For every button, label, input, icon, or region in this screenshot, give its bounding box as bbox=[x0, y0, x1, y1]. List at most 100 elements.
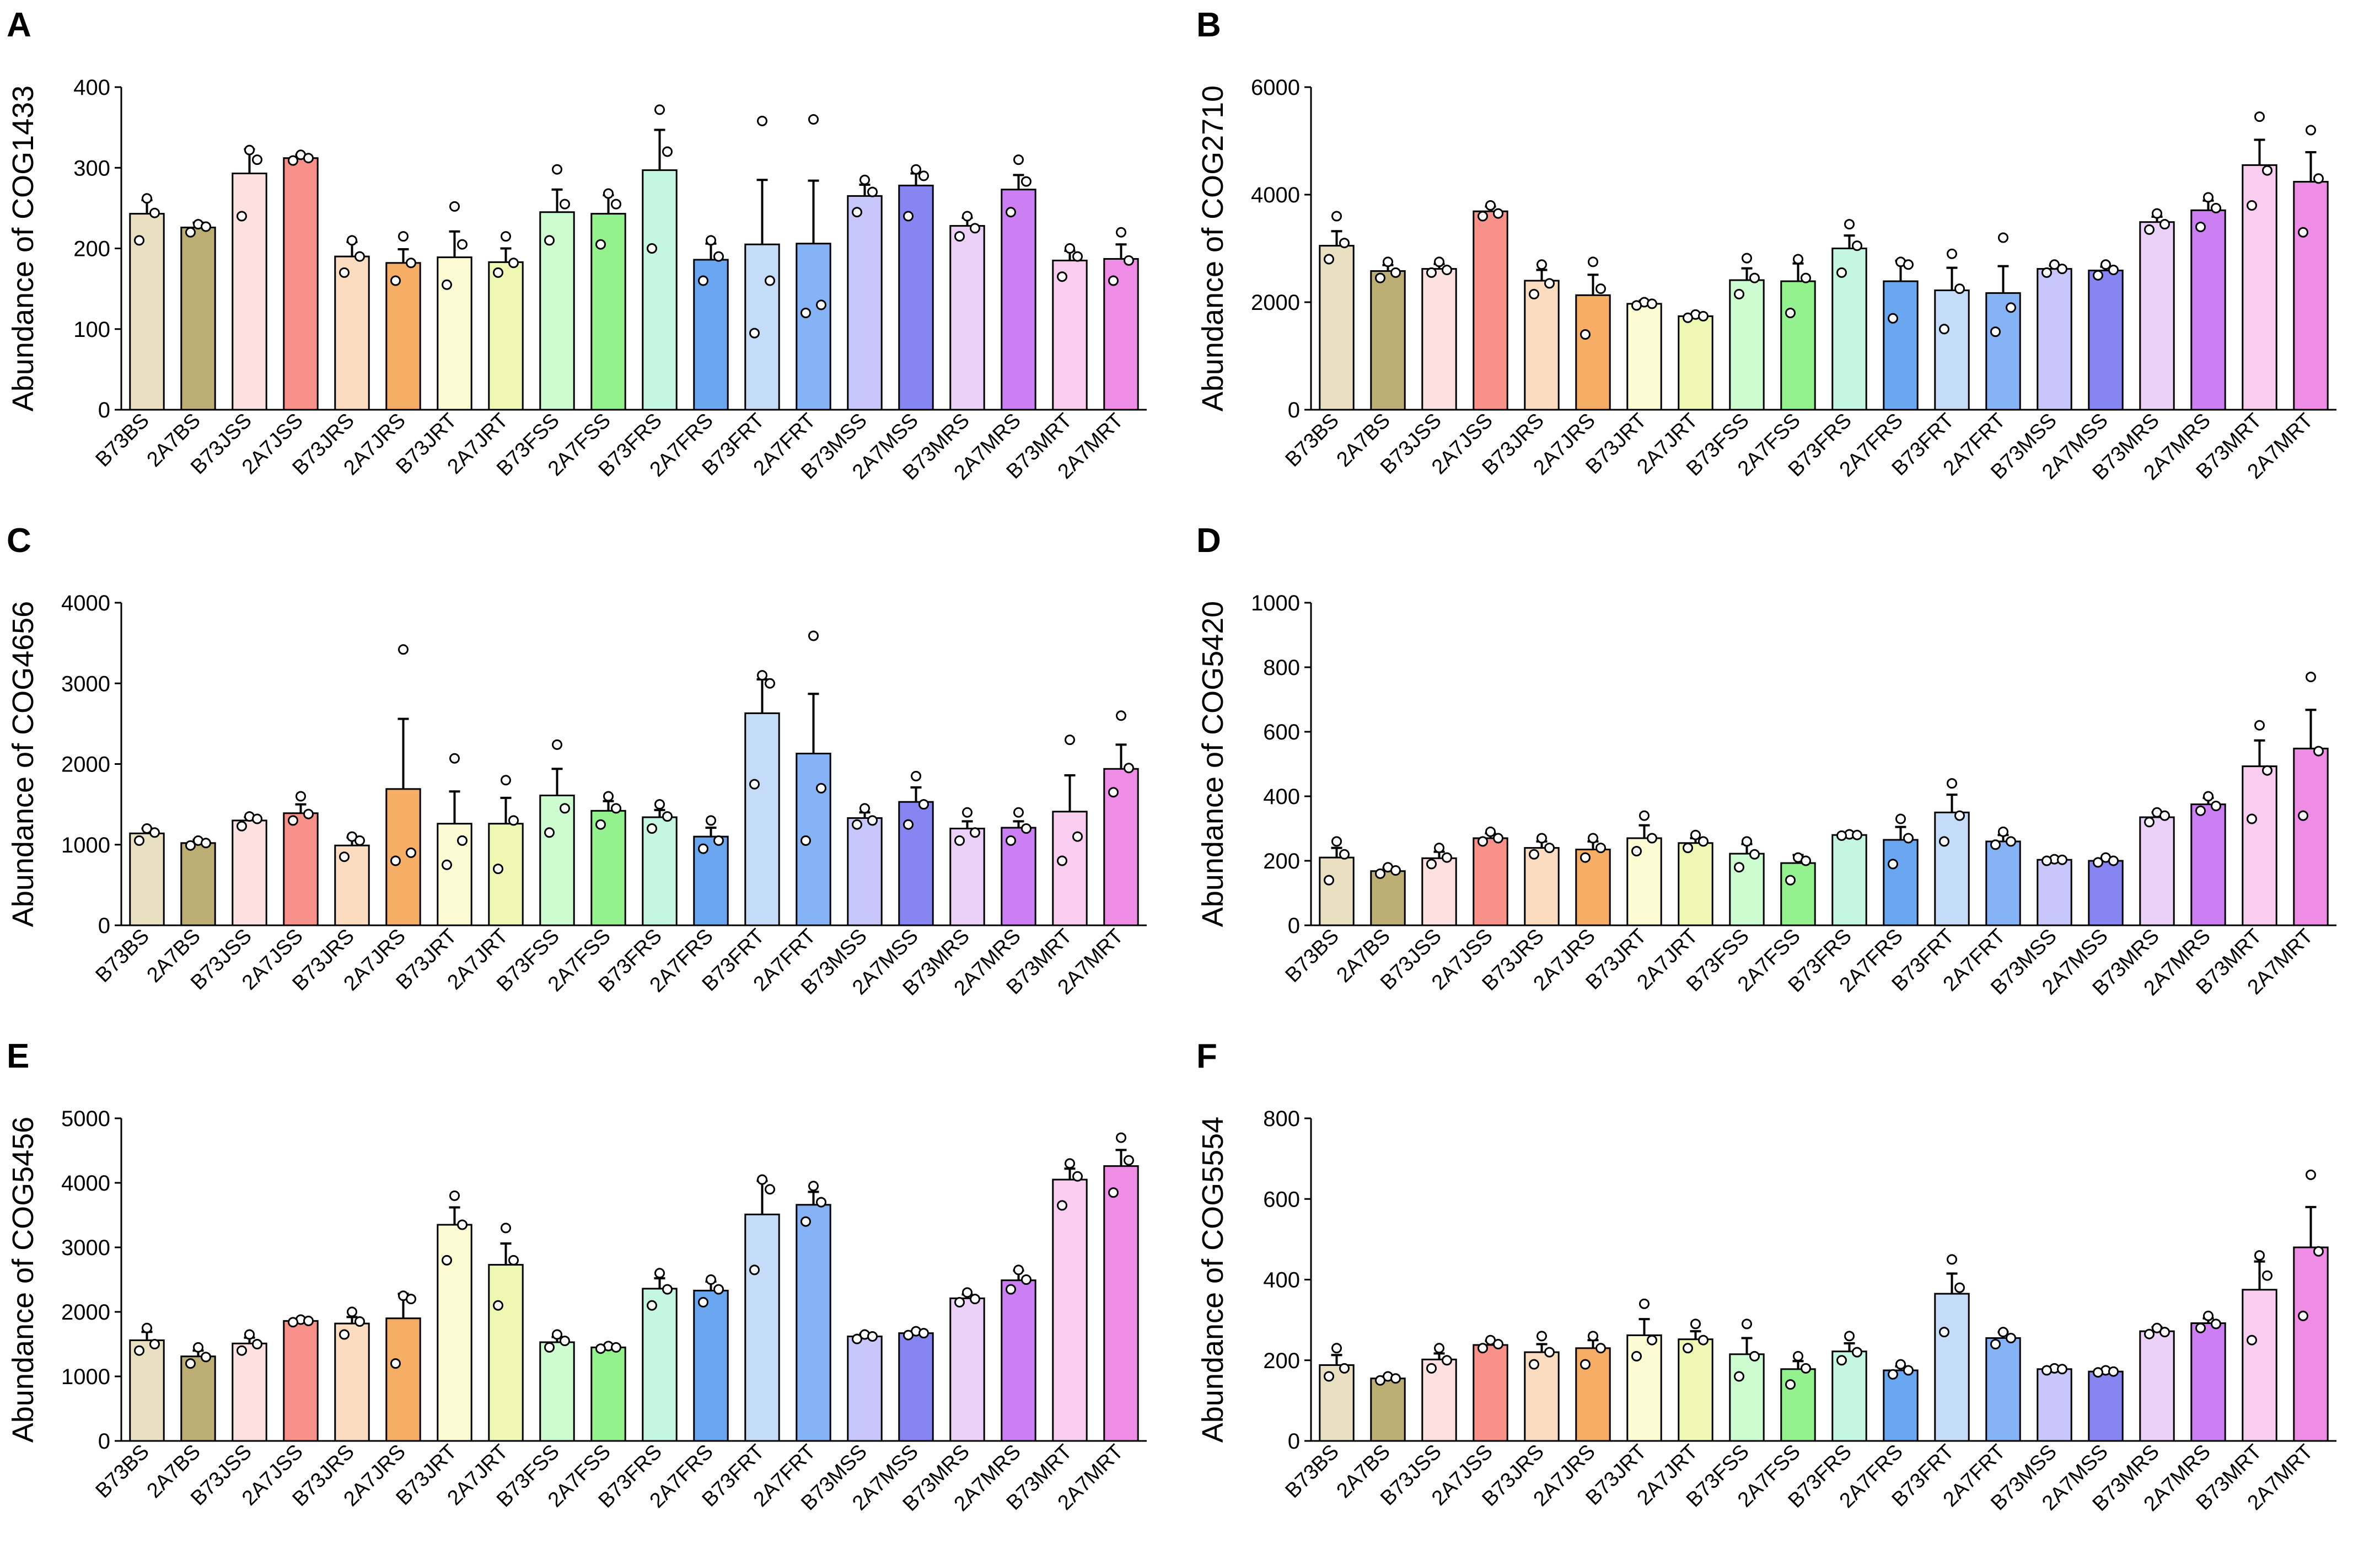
data-point bbox=[1631, 300, 1642, 311]
data-point bbox=[1793, 254, 1803, 265]
data-point bbox=[918, 799, 929, 810]
data-point bbox=[1698, 836, 1709, 847]
data-point bbox=[390, 275, 401, 286]
data-point bbox=[706, 235, 716, 246]
data-point bbox=[595, 819, 606, 830]
data-point bbox=[544, 1342, 555, 1353]
data-point bbox=[1072, 1171, 1083, 1182]
data-point bbox=[1124, 1155, 1134, 1166]
data-point bbox=[1442, 1355, 1452, 1366]
data-point bbox=[2144, 1328, 2155, 1339]
data-point bbox=[1375, 272, 1385, 283]
data-point bbox=[1331, 211, 1342, 222]
bar-2A7MRT bbox=[2293, 747, 2329, 926]
data-point bbox=[252, 1339, 262, 1349]
bar-B73MSS bbox=[2037, 859, 2072, 926]
data-point bbox=[1006, 835, 1016, 846]
bar-B73MSS bbox=[847, 817, 883, 926]
data-point bbox=[970, 827, 980, 838]
data-point bbox=[1836, 1355, 1847, 1366]
data-point bbox=[1021, 176, 1031, 187]
data-point bbox=[457, 239, 468, 250]
data-point bbox=[1647, 1334, 1657, 1346]
data-point bbox=[2247, 1334, 2257, 1346]
data-point bbox=[1954, 810, 1965, 821]
data-point bbox=[2262, 165, 2272, 176]
data-point bbox=[867, 186, 878, 197]
data-point bbox=[1801, 855, 1811, 866]
data-point bbox=[2298, 227, 2308, 238]
bar-B73JSS bbox=[1421, 1358, 1457, 1442]
data-point bbox=[1990, 1339, 2001, 1349]
bar-B73MRS bbox=[949, 225, 985, 411]
data-point bbox=[808, 630, 819, 641]
data-point bbox=[2195, 805, 2206, 816]
data-point bbox=[1990, 839, 2001, 850]
y-tick-label: 1000 bbox=[61, 1365, 110, 1389]
data-point bbox=[2041, 1365, 2052, 1376]
data-point bbox=[1116, 227, 1126, 238]
data-point bbox=[1426, 267, 1437, 278]
data-point bbox=[1057, 1200, 1067, 1211]
y-tick-label: 400 bbox=[1263, 785, 1300, 809]
data-point bbox=[1390, 865, 1401, 876]
data-point bbox=[508, 1255, 519, 1266]
data-point bbox=[713, 835, 724, 846]
bar-2A7JRS bbox=[1575, 294, 1611, 411]
y-tick-label: 6000 bbox=[1251, 76, 1300, 100]
data-point bbox=[2306, 125, 2316, 136]
bar-2A7JRS bbox=[1575, 849, 1611, 926]
data-point bbox=[647, 243, 657, 254]
data-point bbox=[1639, 1298, 1650, 1309]
bar-B73JRS bbox=[334, 255, 370, 411]
y-tick-label: 0 bbox=[98, 1429, 110, 1454]
bar-2A7MRS bbox=[2190, 1322, 2226, 1442]
data-point bbox=[2211, 202, 2221, 213]
data-point bbox=[1324, 875, 1334, 886]
bar-2A7MSS bbox=[2088, 1370, 2124, 1442]
bar-B73JSS bbox=[232, 173, 267, 411]
bar-2A7FRT bbox=[796, 243, 831, 411]
data-point bbox=[2057, 264, 2067, 275]
bar-B73MRT bbox=[2242, 765, 2277, 926]
y-tick-label: 3000 bbox=[61, 672, 110, 696]
data-point bbox=[1493, 833, 1503, 844]
y-tick-label: 2000 bbox=[61, 753, 110, 777]
bar-2A7FRT bbox=[1985, 840, 2021, 926]
data-point bbox=[457, 835, 468, 846]
bar-2A7MRT bbox=[1103, 1165, 1139, 1442]
data-point bbox=[1485, 826, 1496, 837]
data-point bbox=[1698, 1334, 1709, 1346]
data-point bbox=[1734, 288, 1744, 299]
data-point bbox=[134, 835, 144, 846]
data-point bbox=[2195, 1322, 2206, 1333]
data-point bbox=[1124, 763, 1134, 774]
data-point bbox=[2313, 746, 2324, 757]
data-point bbox=[1836, 267, 1847, 278]
data-point bbox=[1072, 831, 1083, 842]
data-point bbox=[185, 840, 196, 851]
bar-B73FRT bbox=[744, 1213, 780, 1442]
data-point bbox=[1683, 1343, 1693, 1354]
bar-B73MSS bbox=[847, 195, 883, 411]
bar-B73BS bbox=[129, 1339, 165, 1442]
data-point bbox=[2006, 1333, 2016, 1343]
data-point bbox=[1749, 849, 1760, 860]
bar-2A7JRT bbox=[1678, 1338, 1713, 1442]
bar-2A7JSS bbox=[1473, 837, 1508, 926]
data-point bbox=[552, 1329, 562, 1340]
data-point bbox=[1631, 846, 1642, 856]
data-point bbox=[698, 1297, 708, 1307]
bar-2A7MRS bbox=[1001, 1279, 1036, 1442]
bar-2A7BS bbox=[1370, 870, 1406, 926]
bar-B73JRT bbox=[437, 256, 472, 411]
data-point bbox=[142, 1322, 152, 1333]
data-point bbox=[765, 275, 775, 286]
data-point bbox=[1588, 1331, 1598, 1342]
data-point bbox=[2006, 836, 2016, 847]
data-point bbox=[611, 803, 621, 814]
bar-B73FSS bbox=[1729, 1353, 1765, 1442]
data-point bbox=[1749, 272, 1760, 283]
data-point bbox=[288, 155, 298, 166]
data-point bbox=[1544, 843, 1555, 854]
